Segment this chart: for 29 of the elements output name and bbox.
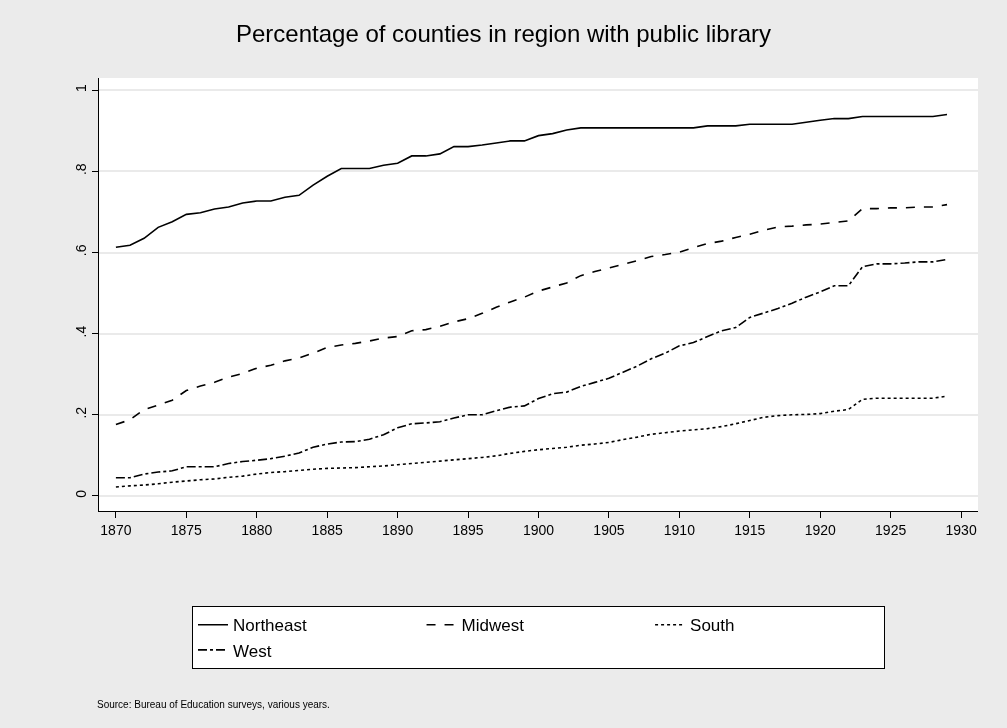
x-tick-label: 1925 (875, 521, 907, 538)
x-tick-label: 1890 (382, 521, 414, 538)
x-tick-label: 1930 (945, 521, 977, 538)
line-series (115, 113, 948, 249)
legend-label: Midwest (461, 616, 525, 636)
x-tick-label: 1920 (804, 521, 837, 538)
y-tick-label: .6 (73, 244, 90, 257)
legend-label: Northeast (233, 616, 307, 636)
x-tick-label: 1880 (241, 521, 273, 538)
legend-label: South (690, 616, 735, 636)
x-tick-label: 1885 (311, 521, 343, 538)
x-tick-label: 1910 (663, 521, 696, 538)
legend-label: West (233, 641, 272, 661)
x-tick-label: 1900 (522, 521, 555, 538)
chart-title: Percentage of counties in region with public library (236, 20, 771, 48)
x-tick-label: 1915 (734, 521, 766, 538)
y-tick-label: .2 (73, 406, 90, 419)
y-tick-label: 1 (73, 83, 90, 92)
y-tick-label: 0 (73, 489, 90, 498)
line-series (115, 203, 948, 426)
x-tick-label: 1870 (100, 521, 132, 538)
x-tick-label: 1895 (452, 521, 484, 538)
x-tick-label: 1905 (593, 521, 625, 538)
x-tick-label: 1875 (170, 521, 203, 538)
source-note: Source: Bureau of Education surveys, various years. (97, 699, 330, 710)
line-series (115, 395, 948, 488)
y-tick-label: .4 (73, 325, 90, 338)
line-series (115, 258, 948, 479)
y-tick-label: .8 (73, 163, 90, 176)
